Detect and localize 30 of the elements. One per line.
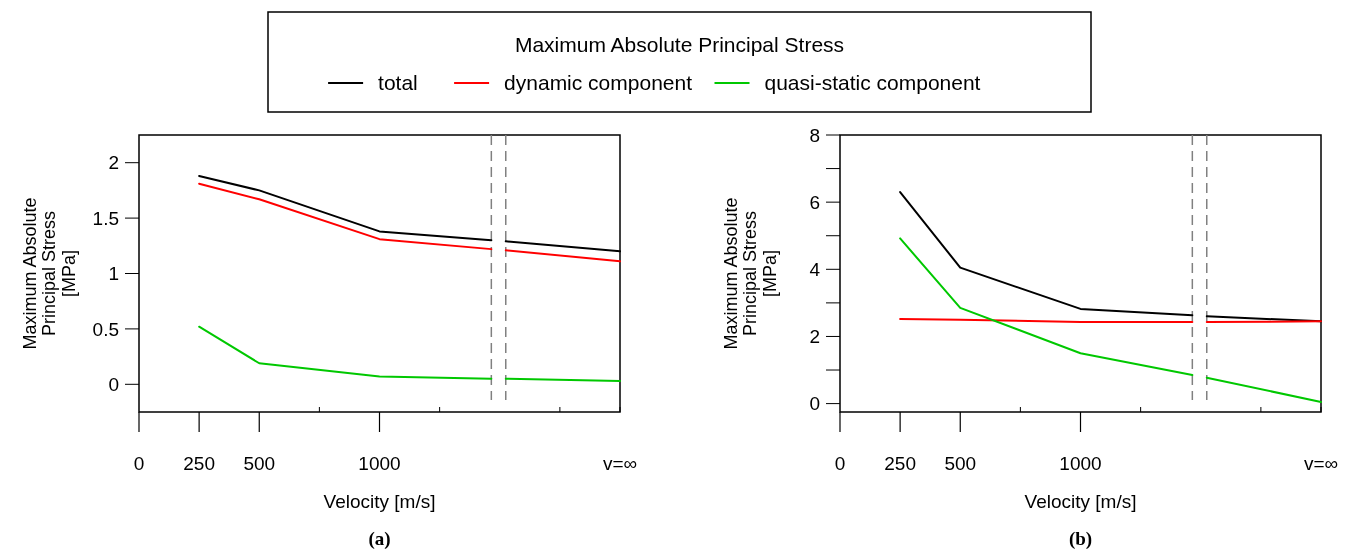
x-tick-label: v=∞ bbox=[1303, 453, 1339, 474]
text: (b) bbox=[1068, 528, 1093, 550]
y-tick-label: 4 bbox=[809, 258, 821, 280]
y-tick-label: 1 bbox=[108, 263, 119, 285]
y-tick-label: 2 bbox=[809, 326, 820, 348]
x-tick-label: 500 bbox=[243, 453, 276, 474]
legend-title: Maximum Absolute Principal Stress bbox=[514, 33, 845, 56]
y-axis-title: Maximum Absolute Principal Stress [MPa] bbox=[720, 197, 781, 350]
legend-label: total bbox=[378, 71, 418, 94]
x-tick-label: 0 bbox=[133, 453, 145, 474]
y-tick-label: 6 bbox=[809, 191, 820, 213]
legend-label: dynamic component bbox=[504, 71, 693, 94]
x-axis-title: Velocity [m/s] bbox=[323, 491, 436, 512]
x-tick-label: 1000 bbox=[1059, 453, 1102, 474]
y-tick-label: 0 bbox=[108, 373, 119, 395]
x-tick-label: 1000 bbox=[358, 453, 401, 474]
x-tick-label: 500 bbox=[944, 453, 977, 474]
text: (a) bbox=[368, 528, 391, 550]
y-tick-label: 1.5 bbox=[92, 207, 119, 229]
x-tick-label: 0 bbox=[834, 453, 846, 474]
x-axis-title: Velocity [m/s] bbox=[1024, 491, 1137, 512]
x-tick-label: v=∞ bbox=[602, 453, 638, 474]
legend-label: quasi-static component bbox=[764, 71, 981, 94]
y-tick-label: 0.5 bbox=[92, 318, 119, 340]
x-tick-label: 250 bbox=[884, 453, 916, 474]
y-axis-title: Maximum Absolute Principal Stress [MPa] bbox=[19, 197, 80, 350]
y-tick-label: 0 bbox=[809, 393, 820, 415]
y-tick-label: 8 bbox=[809, 124, 820, 146]
x-tick-label: 250 bbox=[183, 453, 215, 474]
y-tick-label: 2 bbox=[108, 152, 119, 174]
